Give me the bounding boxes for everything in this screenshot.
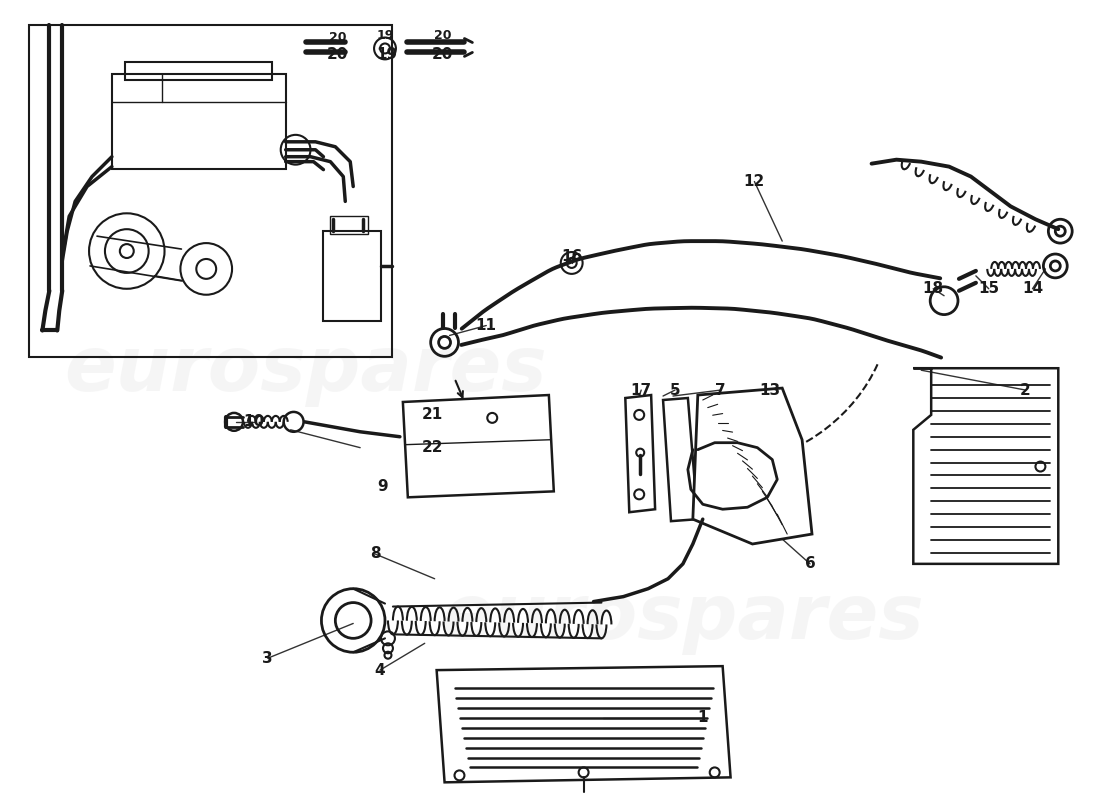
Text: 20: 20 — [432, 47, 453, 62]
Text: 16: 16 — [561, 249, 582, 263]
Text: 15: 15 — [978, 282, 999, 296]
Text: 21: 21 — [422, 407, 443, 422]
Text: 9: 9 — [377, 479, 388, 494]
Text: 8: 8 — [370, 546, 381, 562]
Bar — [323, 231, 381, 321]
Text: 20: 20 — [327, 47, 348, 62]
Text: 2: 2 — [1020, 382, 1031, 398]
Text: eurospares: eurospares — [64, 334, 547, 407]
Text: 14: 14 — [1022, 282, 1043, 296]
Text: 1: 1 — [697, 710, 708, 726]
Text: 19: 19 — [376, 29, 394, 42]
Text: 11: 11 — [476, 318, 497, 333]
Text: 17: 17 — [630, 382, 652, 398]
Text: 20: 20 — [433, 29, 451, 42]
Text: 22: 22 — [422, 440, 443, 455]
Text: 12: 12 — [744, 174, 764, 189]
Bar — [330, 216, 369, 234]
Text: 10: 10 — [243, 414, 264, 430]
Polygon shape — [693, 388, 812, 544]
Text: 6: 6 — [804, 556, 815, 571]
Text: 13: 13 — [760, 382, 781, 398]
Bar — [30, 25, 392, 358]
Text: 7: 7 — [715, 382, 726, 398]
Text: 20: 20 — [329, 31, 346, 44]
Text: 18: 18 — [923, 282, 944, 296]
Text: eurospares: eurospares — [441, 582, 924, 655]
Text: 4: 4 — [375, 662, 385, 678]
Bar — [112, 74, 286, 169]
Text: 19: 19 — [376, 47, 397, 62]
Text: 5: 5 — [670, 382, 680, 398]
Bar — [124, 62, 272, 80]
Text: 3: 3 — [263, 650, 273, 666]
